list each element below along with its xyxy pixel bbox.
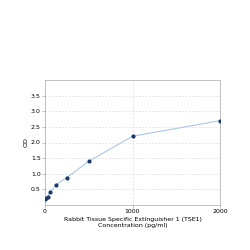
X-axis label: Rabbit Tissue Specific Extinguisher 1 (TSE1)
Concentration (pg/ml): Rabbit Tissue Specific Extinguisher 1 (T… bbox=[64, 217, 202, 228]
Point bbox=[87, 159, 91, 163]
Point bbox=[65, 176, 69, 180]
Point bbox=[43, 198, 47, 202]
Point bbox=[44, 196, 48, 200]
Point bbox=[54, 183, 58, 187]
Point bbox=[48, 190, 52, 194]
Point bbox=[46, 194, 50, 198]
Y-axis label: OD: OD bbox=[23, 138, 28, 147]
Point bbox=[130, 134, 134, 138]
Point bbox=[218, 119, 222, 123]
